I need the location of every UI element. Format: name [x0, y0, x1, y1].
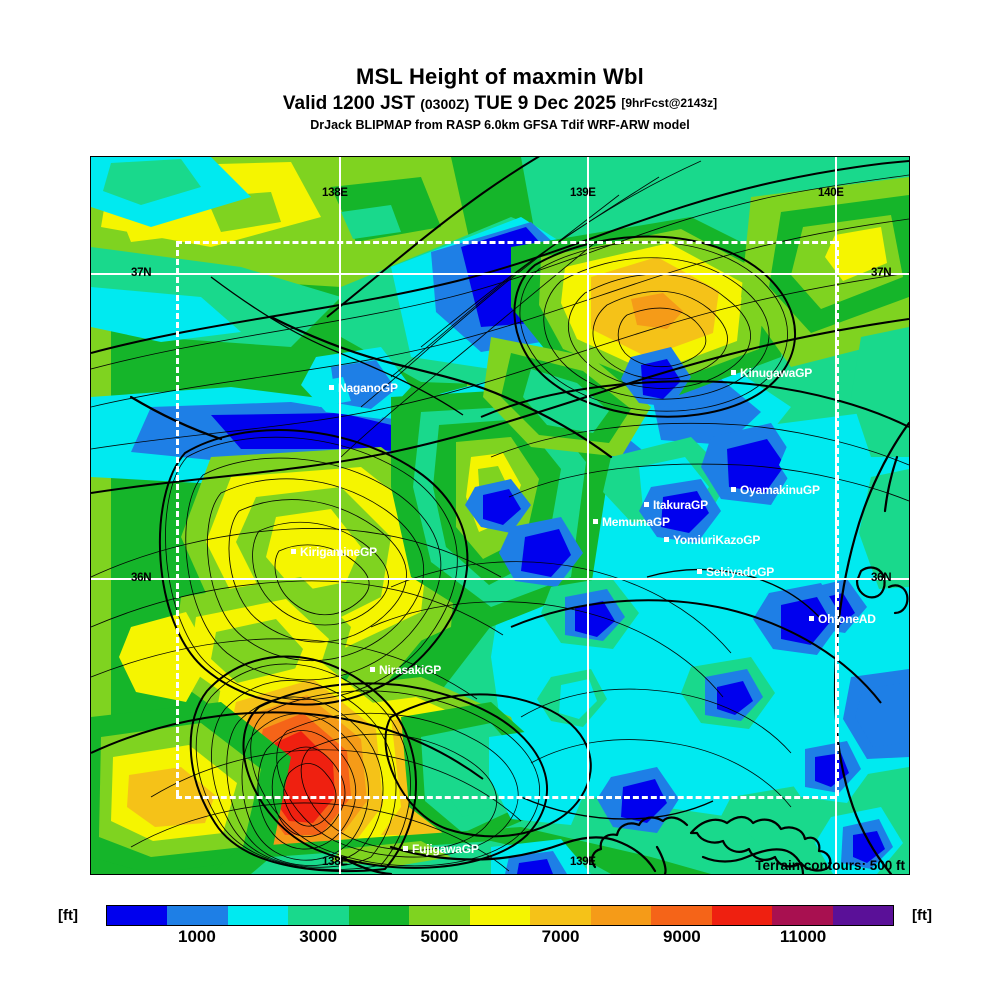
lon-label-top-139E: 139E	[570, 187, 596, 199]
station-label: OyamakinuGP	[740, 482, 820, 497]
forecast-stamp: [9hrFcst@2143z]	[621, 96, 718, 110]
station-marker-kinugawa[interactable]: KinugawaGP	[731, 364, 812, 382]
station-marker-memuma[interactable]: MemumaGP	[593, 513, 670, 531]
colorbar-tick-labels: 1000 3000 5000 7000 9000 11000	[106, 927, 894, 949]
station-label: SekiyadoGP	[706, 564, 775, 579]
station-dot-icon	[664, 537, 669, 543]
lon-label-bottom-138E: 138E	[322, 856, 348, 868]
station-label: MemumaGP	[602, 514, 670, 529]
colorbar-tick-3000: 3000	[299, 927, 338, 946]
colorbar-segment-2	[227, 906, 289, 925]
terrain-contour-note: Terrain contours: 500 ft	[755, 858, 905, 873]
colorbar-segment-6	[469, 906, 531, 925]
station-dot-icon	[731, 370, 736, 376]
valid-time-utc: (0300Z)	[420, 96, 470, 112]
station-dot-icon	[644, 502, 649, 508]
station-dot-icon	[403, 846, 408, 852]
colorbar-segment-1	[167, 906, 228, 925]
station-dot-icon	[593, 519, 598, 525]
valid-time-main: Valid 1200 JST	[282, 93, 415, 114]
station-marker-itakura[interactable]: ItakuraGP	[644, 496, 708, 514]
colorbar-tick-11000: 11000	[779, 927, 827, 946]
station-dot-icon	[291, 549, 296, 555]
colorbar[interactable]	[106, 905, 894, 926]
colorbar-segment-10	[711, 906, 773, 925]
station-marker-oyamakinu[interactable]: OyamakinuGP	[731, 481, 820, 499]
colorbar-segment-7	[530, 906, 591, 925]
station-marker-yomiurikazo[interactable]: YomiuriKazoGP	[664, 531, 760, 549]
colorbar-tick-5000: 5000	[420, 927, 459, 946]
station-marker-nirasaki[interactable]: NirasakiGP	[370, 661, 441, 679]
colorbar-segment-5	[409, 906, 470, 925]
lat-label-right-36N: 36N	[871, 572, 892, 584]
station-label: ItakuraGP	[653, 497, 708, 512]
colorbar-segment-0	[107, 906, 168, 925]
station-dot-icon	[697, 569, 702, 575]
station-label: NaganoGP	[338, 380, 398, 395]
station-dot-icon	[370, 667, 375, 673]
forecast-map[interactable]: 138E 139E 140E 138E 139E 37N 36N 37N 36N…	[90, 156, 910, 875]
lat-label-left-37N: 37N	[131, 267, 152, 279]
station-marker-fujigawa[interactable]: FujigawaGP	[403, 840, 479, 858]
station-label: NirasakiGP	[379, 662, 442, 677]
colorbar-segment-12	[832, 906, 894, 925]
colorbar-segment-4	[348, 906, 410, 925]
lon-label-bottom-139E: 139E	[570, 856, 596, 868]
colorbar-unit-left: [ft]	[58, 907, 78, 924]
title-block: MSL Height of maxmin Wbl Valid 1200 JST …	[0, 64, 1000, 133]
colorbar-segment-8	[590, 906, 652, 925]
station-dot-icon	[809, 616, 814, 622]
station-dot-icon	[329, 385, 334, 391]
station-label: KirigamineGP	[300, 544, 377, 559]
colorbar-unit-right: [ft]	[912, 907, 932, 924]
model-source-line: DrJack BLIPMAP from RASP 6.0km GFSA Tdif…	[310, 118, 690, 132]
station-marker-sekiyado[interactable]: SekiyadoGP	[697, 563, 774, 581]
lon-label-top-140E: 140E	[818, 187, 844, 199]
colorbar-segment-3	[288, 906, 349, 925]
lat-label-left-36N: 36N	[131, 572, 152, 584]
station-label: OhtoneAD	[818, 611, 876, 626]
colorbar-tick-7000: 7000	[541, 927, 580, 946]
colorbar-segment-11	[772, 906, 833, 925]
lat-label-right-37N: 37N	[871, 267, 892, 279]
valid-time-date: TUE 9 Dec 2025	[474, 93, 617, 114]
colorbar-segment-9	[651, 906, 712, 925]
lon-label-top-138E: 138E	[322, 187, 348, 199]
valid-time-line: Valid 1200 JST (0300Z) TUE 9 Dec 2025 [9…	[0, 91, 1000, 116]
station-marker-nagano[interactable]: NaganoGP	[329, 379, 398, 397]
station-dot-icon	[731, 487, 736, 493]
colorbar-region: [ft] [ft] 1000 3000 5000 7000 9000 11000	[0, 900, 1000, 950]
colorbar-tick-1000: 1000	[178, 927, 216, 946]
map-raster	[91, 157, 909, 874]
colorbar-tick-9000: 9000	[662, 927, 701, 946]
station-label: YomiuriKazoGP	[673, 532, 761, 547]
station-marker-kirigamine[interactable]: KirigamineGP	[291, 543, 377, 561]
station-label: KinugawaGP	[740, 365, 813, 380]
station-marker-ohtone[interactable]: OhtoneAD	[809, 610, 876, 628]
page-title: MSL Height of maxmin Wbl	[356, 64, 644, 89]
station-label: FujigawaGP	[412, 841, 479, 856]
